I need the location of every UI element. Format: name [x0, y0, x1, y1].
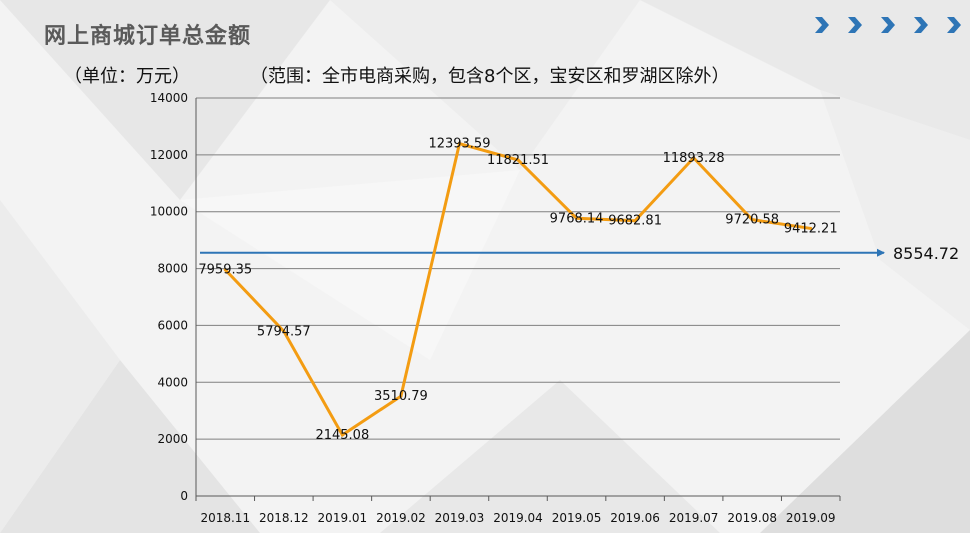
- data-point: [399, 394, 403, 398]
- data-label: 9768.14: [550, 211, 604, 226]
- y-tick-label: 4000: [157, 375, 188, 389]
- x-tick-label: 2018.12: [259, 511, 309, 525]
- data-point: [692, 156, 696, 160]
- data-label: 11821.51: [487, 153, 549, 168]
- x-tick-label: 2019.01: [318, 511, 368, 525]
- y-tick-label: 6000: [157, 318, 188, 332]
- data-point: [633, 219, 637, 223]
- x-tick-label: 2019.08: [727, 511, 777, 525]
- unit-subtitle: （单位：万元）: [64, 66, 190, 87]
- chevron-right-icon: [881, 17, 895, 33]
- chevron-right-icon: [848, 17, 862, 33]
- reference-line-label: 8554.72: [893, 244, 959, 263]
- x-tick-label: 2019.03: [435, 511, 485, 525]
- y-tick-label: 10000: [150, 205, 188, 219]
- data-label: 9412.21: [784, 221, 838, 236]
- data-point: [809, 226, 813, 230]
- chart-title: 网上商城订单总金额: [44, 24, 252, 49]
- data-label: 5794.57: [257, 324, 311, 339]
- x-tick-label: 2019.07: [669, 511, 719, 525]
- chevron-right-icon: [947, 17, 961, 33]
- data-label: 11893.28: [663, 151, 725, 166]
- data-point: [516, 158, 520, 162]
- data-point: [575, 216, 579, 220]
- y-tick-label: 8000: [157, 262, 188, 276]
- chevron-right-icon: [815, 17, 829, 33]
- data-point: [340, 433, 344, 437]
- data-point: [282, 329, 286, 333]
- data-point: [223, 268, 227, 272]
- data-label: 12393.59: [428, 137, 490, 152]
- x-tick-label: 2019.09: [786, 511, 836, 525]
- series-line: [224, 141, 811, 438]
- decorative-chevrons: [810, 14, 964, 36]
- y-tick-label: 0: [180, 489, 188, 503]
- x-tick-label: 2019.05: [552, 511, 602, 525]
- y-tick-label: 2000: [157, 432, 188, 446]
- data-label: 2145.08: [315, 428, 369, 443]
- data-label: 7959.35: [198, 263, 252, 278]
- data-label: 9720.58: [725, 213, 779, 228]
- data-label: 3510.79: [374, 389, 428, 404]
- scope-subtitle: （范围：全市电商采购，包含8个区，宝安区和罗湖区除外）: [250, 66, 730, 87]
- y-tick-label: 12000: [150, 148, 188, 162]
- y-tick-label: 14000: [150, 91, 188, 105]
- chevron-right-icon: [914, 17, 928, 33]
- data-point: [750, 218, 754, 222]
- x-tick-label: 2019.04: [493, 511, 543, 525]
- x-tick-label: 2019.06: [610, 511, 660, 525]
- data-point: [457, 142, 461, 146]
- x-tick-label: 2019.02: [376, 511, 426, 525]
- data-label: 9682.81: [608, 214, 662, 229]
- x-tick-label: 2018.11: [200, 511, 250, 525]
